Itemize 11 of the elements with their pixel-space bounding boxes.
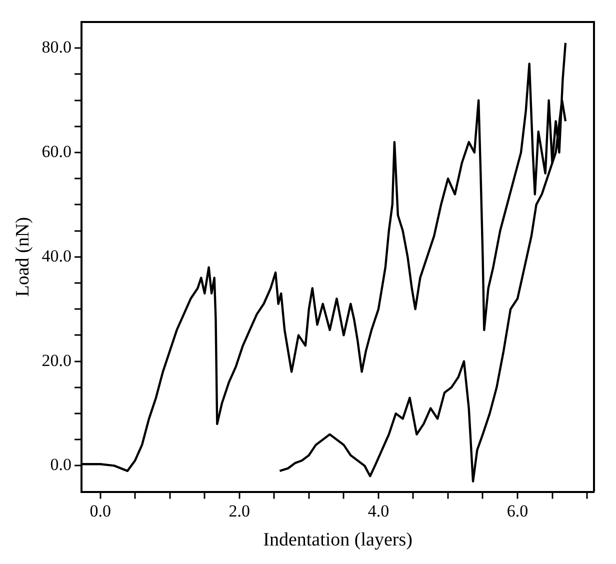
x-axis-title: Indentation (layers) bbox=[263, 530, 412, 551]
y-tick-label: 40.0 bbox=[42, 246, 72, 266]
x-tick-label: 4.0 bbox=[368, 501, 390, 520]
x-tick-label: 2.0 bbox=[228, 501, 250, 520]
y-tick-label: 80.0 bbox=[42, 38, 72, 57]
y-tick-label: 0.0 bbox=[50, 455, 72, 474]
y-tick-label: 60.0 bbox=[42, 142, 72, 161]
x-tick-label: 0.0 bbox=[90, 501, 111, 520]
y-tick-label: 20.0 bbox=[42, 350, 72, 370]
y-axis-title: Load (nN) bbox=[12, 217, 34, 297]
x-tick-label: 6.0 bbox=[506, 501, 528, 520]
